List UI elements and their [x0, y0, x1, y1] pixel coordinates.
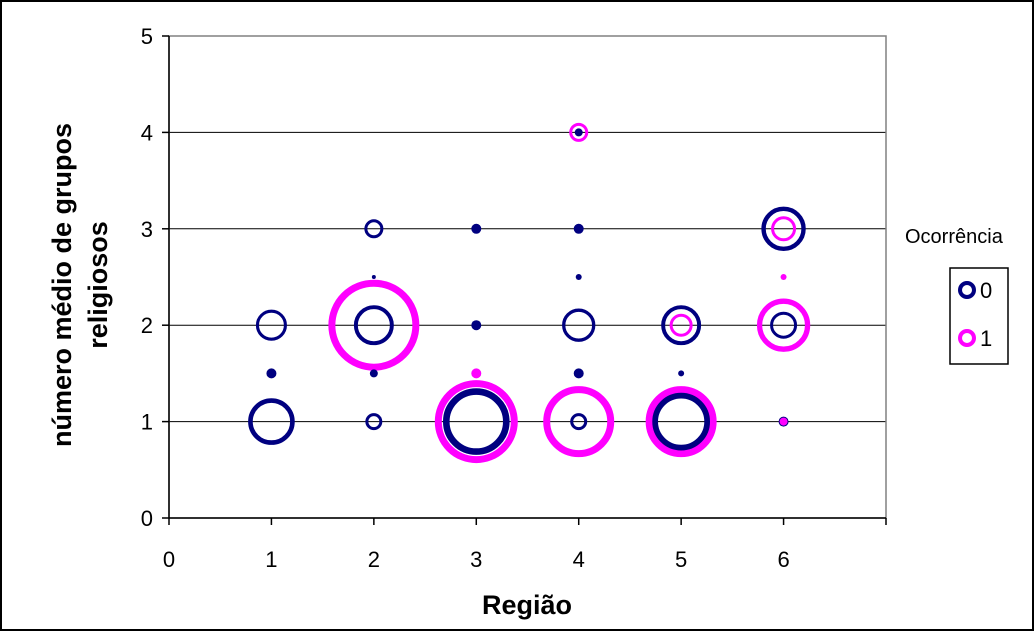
legend-box	[949, 267, 1009, 365]
y-tick-label: 0	[141, 506, 153, 531]
x-tick-label: 5	[675, 547, 687, 572]
bubble-series-0	[365, 413, 383, 431]
bubble-series-0	[562, 308, 596, 342]
legend-marker-0	[958, 281, 976, 299]
x-tick-label: 3	[470, 547, 482, 572]
legend-marker-1	[958, 329, 976, 347]
y-tick-label: 5	[141, 24, 153, 49]
bubble-series-0	[652, 392, 711, 451]
legend: Ocorrência 01	[905, 226, 1009, 365]
x-tick-label: 4	[573, 547, 585, 572]
bubble-series-1	[471, 368, 482, 379]
legend-title: Ocorrência	[905, 226, 1004, 248]
legend-label-1: 1	[980, 326, 992, 351]
y-tick-label: 3	[141, 217, 153, 242]
x-tick-label: 2	[368, 547, 380, 572]
bubble-series-1	[771, 216, 797, 242]
bubble-series-1	[569, 122, 589, 142]
y-axis-title: número médio de grupos religiosos	[47, 123, 113, 447]
bubble-series-0	[248, 398, 295, 445]
bubble-series-0	[678, 370, 685, 377]
bubble-series-1	[645, 386, 717, 458]
bubble-series-0	[369, 369, 378, 378]
x-tick-label: 6	[777, 547, 789, 572]
bubble-series-1	[779, 417, 788, 426]
bubble-series-0	[353, 305, 394, 346]
y-tick-label: 2	[141, 313, 153, 338]
bubble-series-0	[573, 368, 584, 379]
x-axis-title: Região	[482, 590, 572, 620]
gridlines	[169, 131, 886, 423]
bubble-series-1	[434, 380, 518, 464]
bubble-series-0	[255, 309, 287, 341]
y-axis-title-line: religiosos	[83, 221, 113, 349]
y-tick-label: 1	[141, 410, 153, 435]
bubble-series-1	[543, 386, 615, 458]
bubble-series-0	[471, 320, 482, 331]
bubble-series-1	[669, 313, 693, 337]
bubble-series-1	[780, 274, 787, 280]
bubble-series-0	[442, 388, 510, 455]
bubble-series-0	[266, 368, 277, 379]
y-axis-title-line: número médio de grupos	[47, 123, 77, 447]
bubble-series-0	[570, 413, 588, 431]
bubble-series-0	[575, 274, 582, 280]
bubble-series-0	[661, 305, 702, 346]
x-tick-label: 1	[265, 547, 277, 572]
bubble-series-0	[371, 275, 376, 279]
legend-label-0: 0	[980, 278, 992, 303]
x-tick-label: 0	[163, 547, 175, 572]
series-marks	[248, 122, 811, 464]
bubble-series-1	[756, 298, 811, 352]
bubble-series-0	[574, 128, 583, 137]
bubble-series-0	[770, 311, 798, 339]
axes: 0 1 2 3 4 5 0 1 2 3 4 5 6	[141, 24, 887, 572]
y-tick-label: 4	[141, 120, 153, 145]
bubble-series-0	[761, 206, 806, 252]
bubble-series-0	[573, 223, 584, 234]
bubble-series-0	[471, 223, 482, 234]
bubble-series-1	[328, 279, 420, 371]
bubble-series-0	[364, 219, 384, 239]
legend-items: 01	[958, 278, 992, 351]
